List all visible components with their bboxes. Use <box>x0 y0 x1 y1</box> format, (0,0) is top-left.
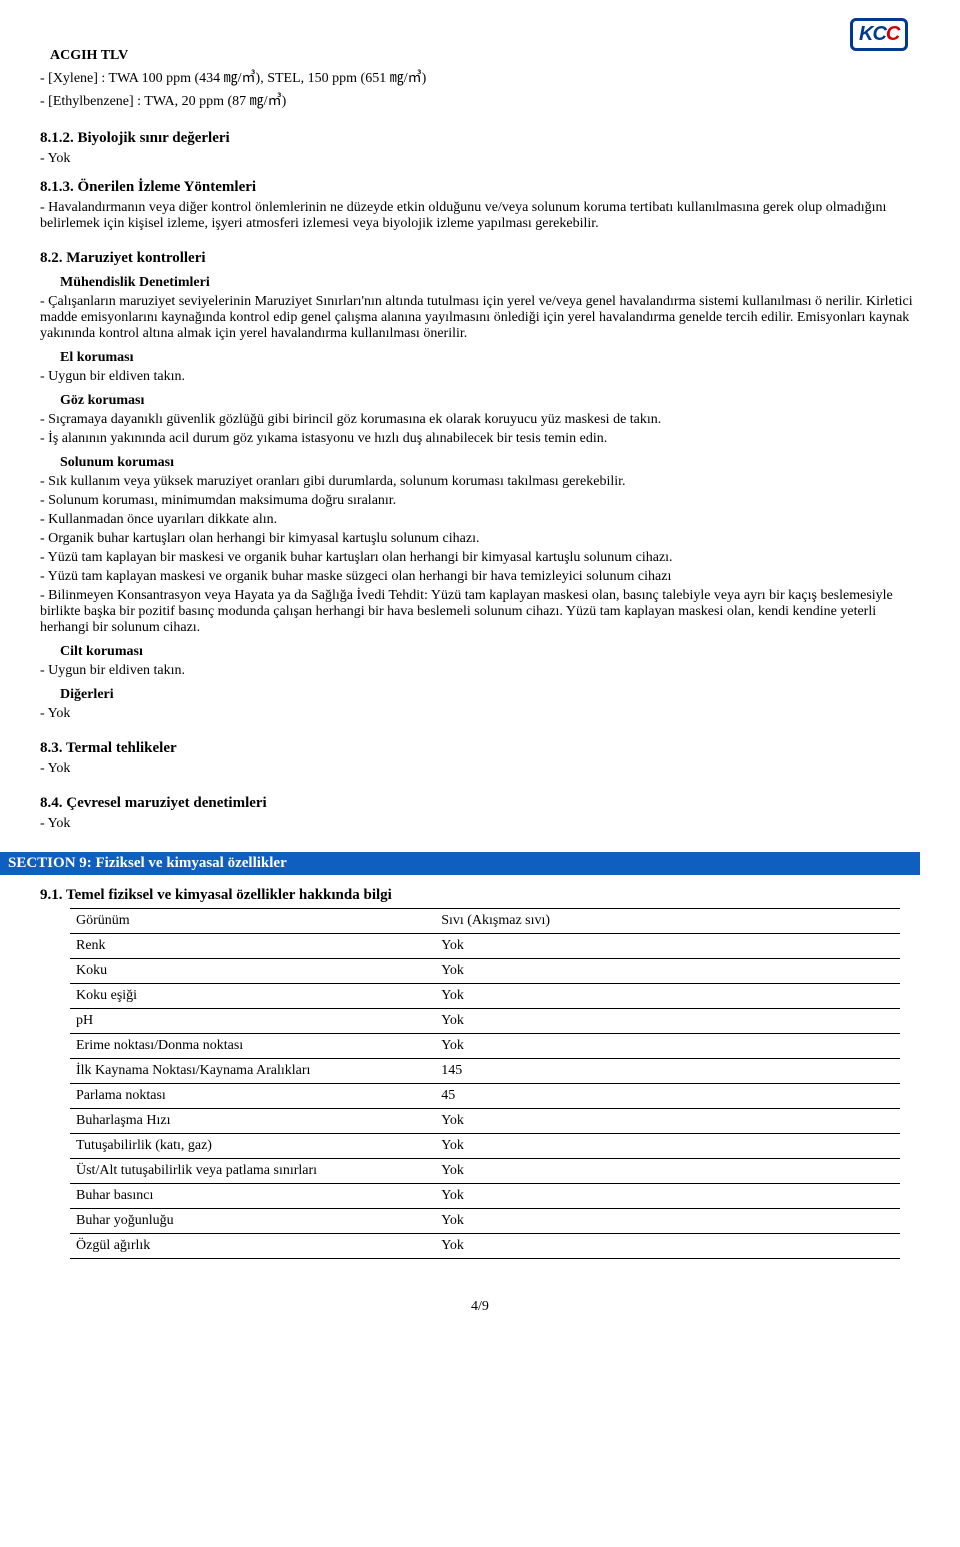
property-value: Yok <box>435 1034 900 1059</box>
property-name: Koku <box>70 959 435 984</box>
table-row: KokuYok <box>70 959 900 984</box>
property-name: pH <box>70 1009 435 1034</box>
table-row: İlk Kaynama Noktası/Kaynama Aralıkları14… <box>70 1059 900 1084</box>
list-item: - Havalandırmanın veya diğer kontrol önl… <box>40 200 920 232</box>
property-name: Tutuşabilirlik (katı, gaz) <box>70 1134 435 1159</box>
property-name: Parlama noktası <box>70 1084 435 1109</box>
list-item: - Yok <box>40 761 920 777</box>
acgih-tlv-heading: ACGIH TLV <box>50 48 920 64</box>
property-name: Renk <box>70 934 435 959</box>
property-name: Buhar yoğunluğu <box>70 1209 435 1234</box>
engineering-controls-heading: Mühendislik Denetimleri <box>60 275 920 291</box>
section-8-3-heading: 8.3. Termal tehlikeler <box>40 740 920 757</box>
list-item: - Çalışanların maruziyet seviyelerinin M… <box>40 294 920 342</box>
table-row: Özgül ağırlıkYok <box>70 1234 900 1259</box>
section-9-header: SECTION 9: Fiziksel ve kimyasal özellikl… <box>0 852 920 875</box>
list-item: - Solunum koruması, minimumdan maksimuma… <box>40 493 920 509</box>
property-value: 45 <box>435 1084 900 1109</box>
eye-protection-heading: Göz koruması <box>60 393 920 409</box>
list-item: - [Xylene] : TWA 100 ppm (434 ㎎/㎥), STEL… <box>40 67 920 87</box>
property-value: Yok <box>435 1209 900 1234</box>
other-heading: Diğerleri <box>60 687 920 703</box>
list-item: - İş alanının yakınında acil durum göz y… <box>40 431 920 447</box>
property-value: Yok <box>435 1134 900 1159</box>
list-item: - Yok <box>40 151 920 167</box>
list-item: - Organik buhar kartuşları olan herhangi… <box>40 531 920 547</box>
property-name: İlk Kaynama Noktası/Kaynama Aralıkları <box>70 1059 435 1084</box>
list-item: - Sıçramaya dayanıklı güvenlik gözlüğü g… <box>40 412 920 428</box>
table-row: Buhar basıncıYok <box>70 1184 900 1209</box>
list-item: - Yok <box>40 706 920 722</box>
property-name: Görünüm <box>70 909 435 934</box>
respiratory-protection-heading: Solunum koruması <box>60 455 920 471</box>
table-row: Buharlaşma HızıYok <box>70 1109 900 1134</box>
table-row: Koku eşiğiYok <box>70 984 900 1009</box>
list-item: - Yok <box>40 816 920 832</box>
section-8-4-heading: 8.4. Çevresel maruziyet denetimleri <box>40 795 920 812</box>
property-value: Yok <box>435 984 900 1009</box>
section-9-1-heading: 9.1. Temel fiziksel ve kimyasal özellikl… <box>40 887 920 904</box>
property-value: Sıvı (Akışmaz sıvı) <box>435 909 900 934</box>
list-item: - [Ethylbenzene] : TWA, 20 ppm (87 ㎎/㎥) <box>40 90 920 110</box>
section-8-1-3-heading: 8.1.3. Önerilen İzleme Yöntemleri <box>40 179 920 196</box>
table-row: Parlama noktası45 <box>70 1084 900 1109</box>
property-name: Buhar basıncı <box>70 1184 435 1209</box>
property-value: Yok <box>435 1234 900 1259</box>
property-name: Erime noktası/Donma noktası <box>70 1034 435 1059</box>
list-item: - Yüzü tam kaplayan bir maskesi ve organ… <box>40 550 920 566</box>
property-value: Yok <box>435 1109 900 1134</box>
property-name: Üst/Alt tutuşabilirlik veya patlama sını… <box>70 1159 435 1184</box>
skin-protection-heading: Cilt koruması <box>60 644 920 660</box>
page-number: 4/9 <box>40 1299 920 1315</box>
property-name: Koku eşiği <box>70 984 435 1009</box>
table-row: Erime noktası/Donma noktasıYok <box>70 1034 900 1059</box>
property-value: Yok <box>435 1159 900 1184</box>
table-row: pHYok <box>70 1009 900 1034</box>
table-row: GörünümSıvı (Akışmaz sıvı) <box>70 909 900 934</box>
list-item: - Yüzü tam kaplayan maskesi ve organik b… <box>40 569 920 585</box>
section-8-1-2-heading: 8.1.2. Biyolojik sınır değerleri <box>40 130 920 147</box>
table-row: Buhar yoğunluğuYok <box>70 1209 900 1234</box>
list-item: - Kullanmadan önce uyarıları dikkate alı… <box>40 512 920 528</box>
property-value: Yok <box>435 959 900 984</box>
properties-table: GörünümSıvı (Akışmaz sıvı)RenkYokKokuYok… <box>70 908 900 1259</box>
hand-protection-heading: El koruması <box>60 350 920 366</box>
list-item: - Uygun bir eldiven takın. <box>40 663 920 679</box>
property-value: Yok <box>435 1184 900 1209</box>
section-8-2-heading: 8.2. Maruziyet kontrolleri <box>40 250 920 267</box>
property-name: Özgül ağırlık <box>70 1234 435 1259</box>
list-item: - Sık kullanım veya yüksek maruziyet ora… <box>40 474 920 490</box>
property-value: Yok <box>435 934 900 959</box>
property-value: Yok <box>435 1009 900 1034</box>
table-row: Tutuşabilirlik (katı, gaz)Yok <box>70 1134 900 1159</box>
property-value: 145 <box>435 1059 900 1084</box>
table-row: RenkYok <box>70 934 900 959</box>
table-row: Üst/Alt tutuşabilirlik veya patlama sını… <box>70 1159 900 1184</box>
company-logo: KCC <box>850 18 920 58</box>
property-name: Buharlaşma Hızı <box>70 1109 435 1134</box>
list-item: - Uygun bir eldiven takın. <box>40 369 920 385</box>
list-item: - Bilinmeyen Konsantrasyon veya Hayata y… <box>40 588 920 636</box>
